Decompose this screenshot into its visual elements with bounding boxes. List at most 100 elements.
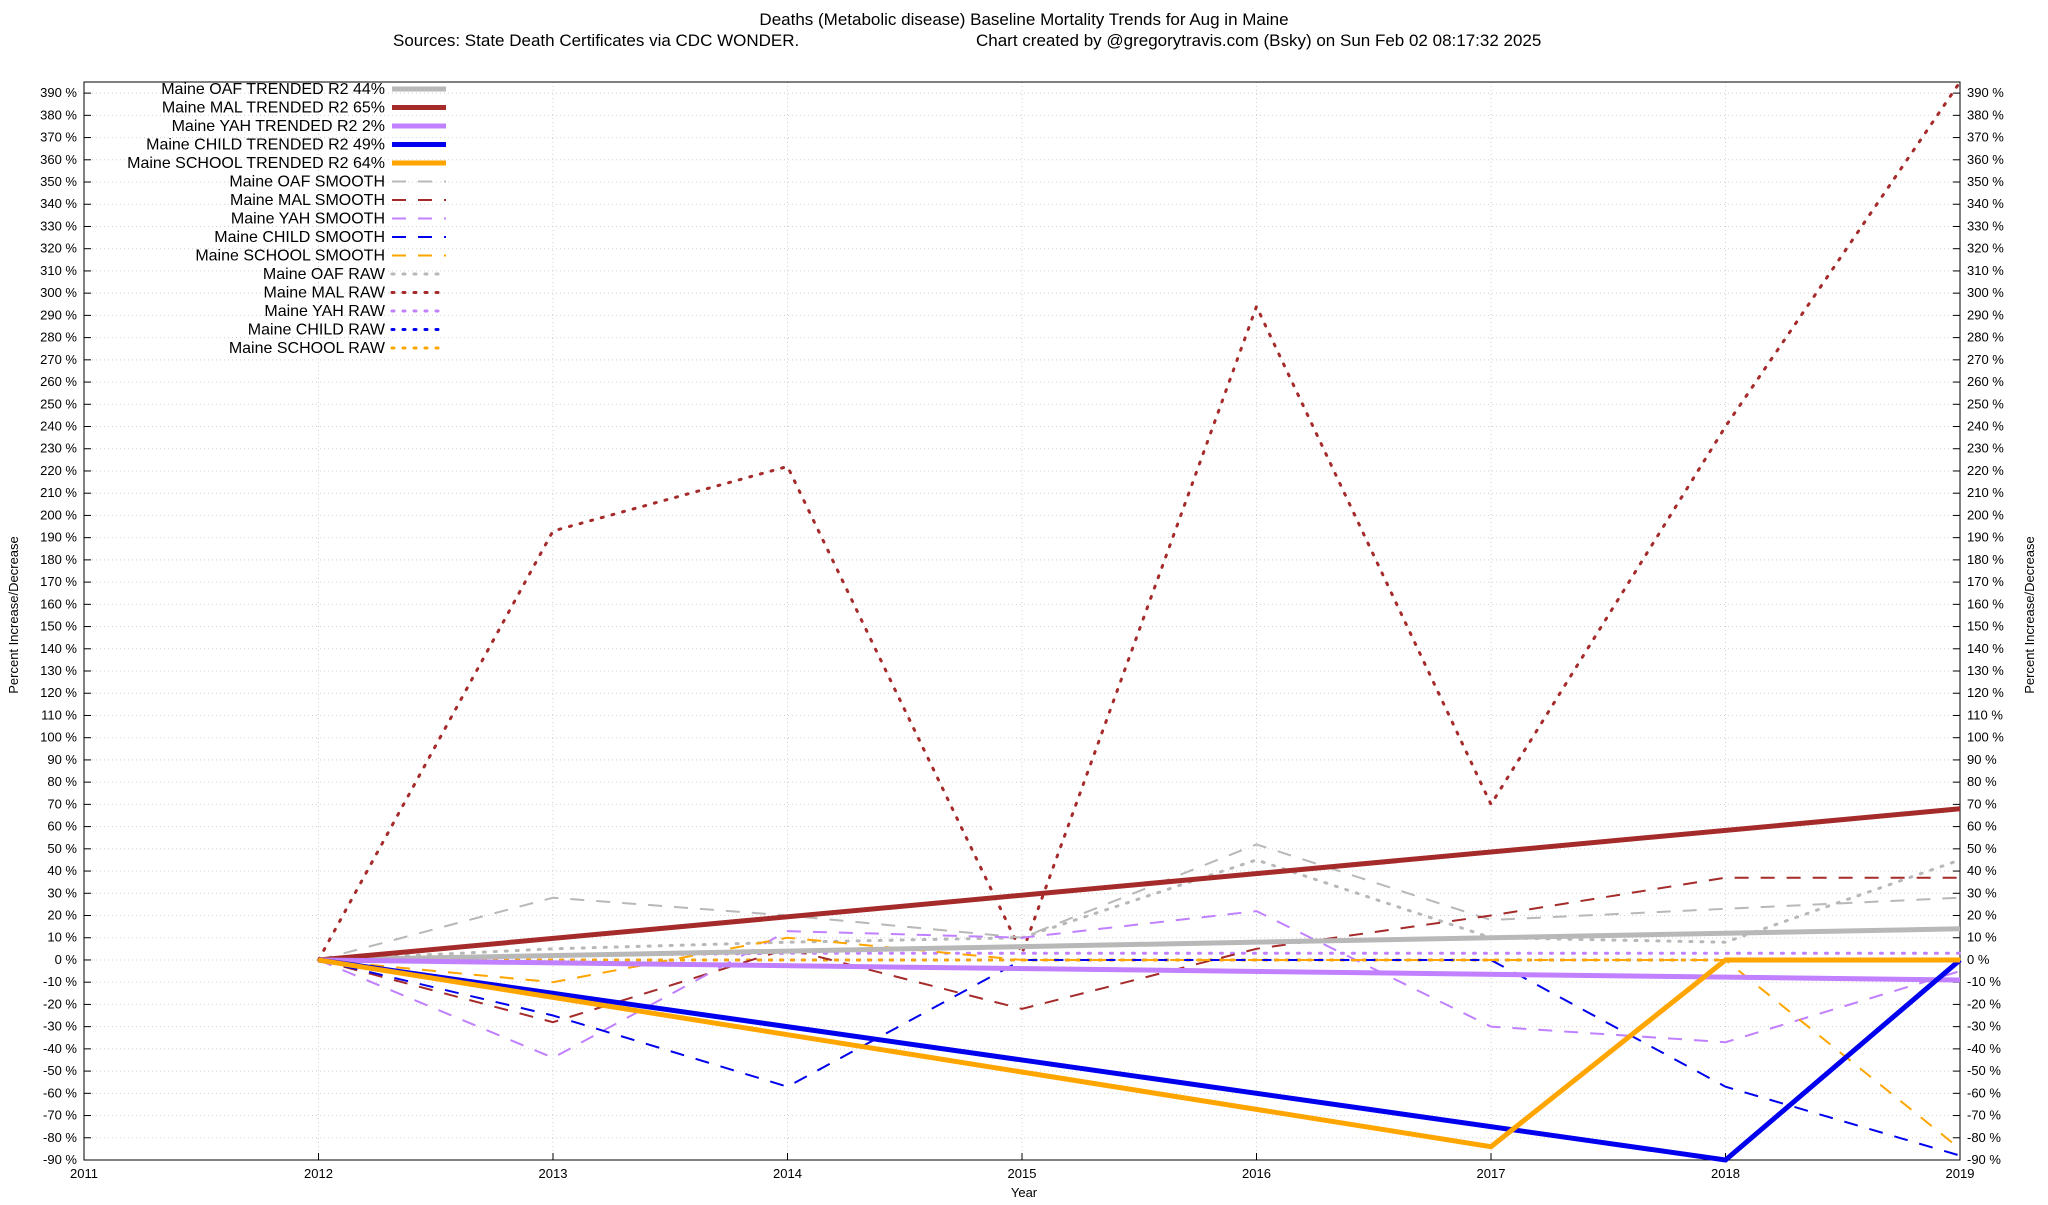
y-tick-label-left: 260 % xyxy=(40,374,77,389)
y-tick-label-right: 200 % xyxy=(1967,507,2004,522)
y-tick-label-right: 290 % xyxy=(1967,307,2004,322)
y-tick-label-right: 150 % xyxy=(1967,619,2004,634)
x-tick-label: 2011 xyxy=(70,1166,98,1181)
x-tick-label: 2015 xyxy=(1008,1166,1037,1181)
grid-lines xyxy=(83,82,1961,1161)
y-tick-label-right: -70 % xyxy=(1967,1108,2001,1123)
y-tick-label-right: 310 % xyxy=(1967,263,2004,278)
y-tick-label-right: 40 % xyxy=(1967,863,1997,878)
y-tick-label-left: 370 % xyxy=(40,130,77,145)
y-tick-label-left: 50 % xyxy=(47,841,77,856)
y-tick-label-right: 130 % xyxy=(1967,663,2004,678)
y-tick-label-right: 190 % xyxy=(1967,530,2004,545)
y-tick-label-right: 370 % xyxy=(1967,130,2004,145)
legend-label: Maine MAL SMOOTH xyxy=(230,192,385,209)
legend-label: Maine YAH RAW xyxy=(264,303,386,320)
y-tick-label-right: 90 % xyxy=(1967,752,1997,767)
y-tick-label-left: 130 % xyxy=(40,663,77,678)
y-tick-label-left: 300 % xyxy=(40,285,77,300)
x-tick-label: 2018 xyxy=(1711,1166,1740,1181)
series-line-maine-yah-smooth xyxy=(318,910,1961,1059)
legend-label: Maine YAH TRENDED R2 2% xyxy=(172,118,385,135)
y-tick-label-right: -90 % xyxy=(1967,1152,2001,1167)
series-lines xyxy=(317,80,1962,1163)
legend-label: Maine CHILD RAW xyxy=(248,322,386,339)
y-tick-label-left: -80 % xyxy=(43,1130,77,1145)
y-tick-label-right: 70 % xyxy=(1967,796,1997,811)
y-tick-label-right: -50 % xyxy=(1967,1063,2001,1078)
legend-label: Maine SCHOOL RAW xyxy=(229,340,386,357)
legend-label: Maine OAF RAW xyxy=(263,266,386,283)
y-tick-label-left: -60 % xyxy=(43,1085,77,1100)
y-tick-label-right: 270 % xyxy=(1967,352,2004,367)
y-tick-label-left: 170 % xyxy=(40,574,77,589)
y-tick-label-left: 0 % xyxy=(55,952,78,967)
series-line-maine-mal-smooth xyxy=(318,876,1960,1024)
y-tick-label-left: 120 % xyxy=(40,685,77,700)
y-tick-label-left: 390 % xyxy=(40,85,77,100)
y-tick-label-left: 160 % xyxy=(40,596,77,611)
y-tick-label-left: 240 % xyxy=(40,419,77,434)
y-tick-label-right: 20 % xyxy=(1967,908,1997,923)
legend-label: Maine OAF SMOOTH xyxy=(229,174,385,191)
series-line-maine-oaf-smooth xyxy=(318,843,1961,961)
y-tick-label-right: 260 % xyxy=(1967,374,2004,389)
y-tick-label-left: 320 % xyxy=(40,241,77,256)
y-tick-label-right: 170 % xyxy=(1967,574,2004,589)
y-tick-label-left: 280 % xyxy=(40,330,77,345)
y-tick-label-left: 30 % xyxy=(47,885,77,900)
y-tick-label-left: -20 % xyxy=(43,996,77,1011)
y-tick-label-right: 210 % xyxy=(1967,485,2004,500)
legend-label: Maine CHILD SMOOTH xyxy=(214,229,385,246)
y-tick-label-left: -50 % xyxy=(43,1063,77,1078)
y-tick-label-right: 230 % xyxy=(1967,441,2004,456)
y-tick-label-left: 180 % xyxy=(40,552,77,567)
y-tick-label-right: 280 % xyxy=(1967,330,2004,345)
y-tick-label-left: 360 % xyxy=(40,152,77,167)
y-tick-label-right: 390 % xyxy=(1967,85,2004,100)
y-tick-label-right: 300 % xyxy=(1967,285,2004,300)
y-tick-label-right: -80 % xyxy=(1967,1130,2001,1145)
y-tick-label-right: 50 % xyxy=(1967,841,1997,856)
y-tick-label-right: 380 % xyxy=(1967,107,2004,122)
y-tick-label-left: 70 % xyxy=(47,796,77,811)
legend-label: Maine SCHOOL SMOOTH xyxy=(195,248,385,265)
y-tick-label-right: -10 % xyxy=(1967,974,2001,989)
y-tick-label-left: -30 % xyxy=(43,1019,77,1034)
y-tick-label-right: 180 % xyxy=(1967,552,2004,567)
y-tick-label-right: 250 % xyxy=(1967,396,2004,411)
y-axis-label-right: Percent Increase/Decrease xyxy=(2022,536,2037,694)
y-tick-label-right: -20 % xyxy=(1967,996,2001,1011)
series-line-maine-child-smooth xyxy=(318,959,1961,1157)
y-axis-label-left: Percent Increase/Decrease xyxy=(6,536,21,694)
y-tick-label-left: 10 % xyxy=(47,930,77,945)
y-tick-label-left: 220 % xyxy=(40,463,77,478)
x-tick-label: 2016 xyxy=(1242,1166,1271,1181)
y-tick-label-right: 110 % xyxy=(1967,707,2003,722)
y-tick-label-left: 350 % xyxy=(40,174,77,189)
y-tick-label-left: 110 % xyxy=(41,707,77,722)
y-tick-label-right: 80 % xyxy=(1967,774,1997,789)
y-tick-label-right: 220 % xyxy=(1967,463,2004,478)
series-line-maine-mal-raw xyxy=(317,80,1962,962)
y-tick-label-right: 360 % xyxy=(1967,152,2004,167)
x-axis-label: Year xyxy=(1011,1185,1038,1200)
legend-label: Maine YAH SMOOTH xyxy=(231,211,385,228)
x-tick-label: 2014 xyxy=(773,1166,802,1181)
y-tick-label-right: 240 % xyxy=(1967,419,2004,434)
y-tick-label-left: 290 % xyxy=(40,307,77,322)
y-tick-label-left: 20 % xyxy=(47,908,77,923)
y-tick-label-left: 340 % xyxy=(40,196,77,211)
y-tick-label-right: 330 % xyxy=(1967,218,2004,233)
y-tick-label-left: 100 % xyxy=(40,730,77,745)
y-tick-label-left: 270 % xyxy=(40,352,77,367)
chart-subtitle-credit: Chart created by @gregorytravis.com (Bsk… xyxy=(976,31,1541,50)
y-tick-label-left: 60 % xyxy=(47,819,77,834)
y-tick-label-left: -70 % xyxy=(43,1108,77,1123)
chart-title: Deaths (Metabolic disease) Baseline Mort… xyxy=(759,10,1288,29)
y-tick-label-right: 0 % xyxy=(1967,952,1990,967)
legend-label: Maine MAL RAW xyxy=(263,285,385,302)
y-tick-label-left: -40 % xyxy=(43,1041,77,1056)
